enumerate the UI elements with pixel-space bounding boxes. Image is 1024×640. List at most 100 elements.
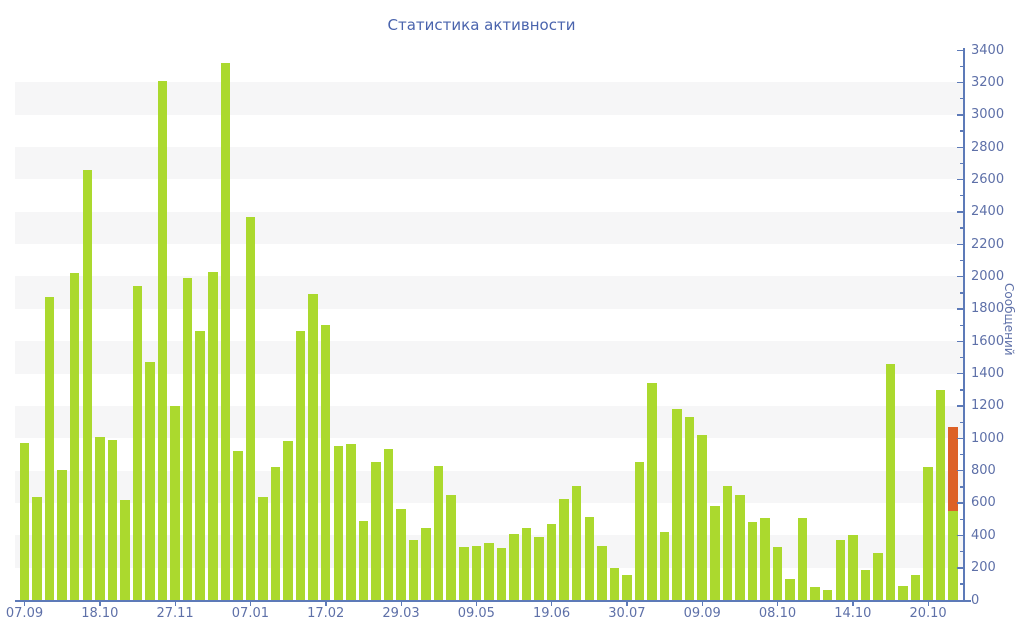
y-tick-label: 400: [971, 527, 996, 543]
grid-stripe: [15, 211, 963, 245]
bar: [32, 497, 42, 600]
y-tick-minor: [959, 292, 963, 294]
bar: [383, 448, 394, 600]
x-tick: [325, 601, 327, 606]
y-tick-major: [956, 567, 963, 569]
y-tick-minor: [959, 550, 963, 553]
x-tick: [475, 601, 478, 606]
bar: [722, 485, 733, 600]
bar: [822, 590, 833, 600]
bar: [208, 271, 218, 600]
bar: [358, 520, 369, 600]
bar: [885, 363, 896, 600]
bar: [145, 362, 155, 600]
bar: [346, 443, 356, 600]
chart-title: Статистика активности: [387, 16, 576, 34]
bar: [546, 523, 557, 600]
bar: [471, 545, 482, 600]
bar: [182, 278, 193, 600]
y-tick-major: [956, 599, 963, 601]
y-tick-label: 200: [971, 560, 996, 576]
x-tick-label: 18.10: [81, 606, 119, 621]
bar: [170, 405, 180, 600]
y-tick-minor: [959, 453, 963, 456]
bar: [459, 546, 469, 600]
y-tick-minor: [959, 324, 963, 326]
bar: [810, 587, 820, 600]
bar-segment-green: [948, 511, 958, 600]
bar: [935, 389, 946, 600]
y-tick-major: [956, 308, 963, 310]
y-tick-minor: [959, 518, 963, 520]
y-tick-label: 3200: [971, 74, 1005, 90]
bar: [584, 516, 594, 600]
y-tick-major: [956, 275, 963, 278]
x-tick: [24, 601, 26, 606]
bar: [132, 286, 143, 600]
y-tick-minor: [959, 583, 963, 585]
y-tick-major: [956, 211, 963, 213]
bar: [873, 553, 883, 600]
y-tick-label: 2000: [971, 268, 1005, 284]
y-tick-minor: [959, 130, 963, 132]
bar: [735, 494, 745, 600]
x-tick-label: 08.10: [758, 606, 797, 621]
bar: [923, 467, 933, 600]
x-tick-label: 27.11: [156, 606, 194, 621]
y-tick-minor: [959, 356, 963, 359]
y-tick-major: [956, 146, 963, 148]
bar: [634, 461, 645, 600]
bar: [647, 383, 657, 600]
bar: [433, 465, 444, 600]
bar: [910, 574, 921, 600]
y-tick-label: 1000: [971, 430, 1005, 446]
x-tick: [400, 601, 402, 606]
bar: [245, 216, 256, 600]
x-tick: [626, 601, 628, 606]
y-tick-major: [956, 405, 963, 407]
bar: [484, 543, 494, 600]
bar: [659, 532, 670, 600]
x-tick-label: 14.10: [834, 606, 872, 621]
bar: [672, 409, 682, 600]
x-tick: [777, 601, 779, 606]
y-tick-label: 2200: [971, 236, 1005, 252]
y-tick-label: 1600: [971, 333, 1005, 349]
y-tick-major: [956, 437, 963, 440]
bar: [785, 578, 795, 600]
y-tick-label: 1800: [971, 301, 1005, 317]
y-tick-major: [956, 470, 963, 472]
bar: [760, 517, 770, 600]
bar: [220, 62, 231, 600]
y-tick-minor: [959, 227, 963, 229]
x-tick: [927, 601, 929, 606]
y-tick-minor: [959, 421, 963, 423]
grid-stripe: [15, 147, 963, 180]
bar: [408, 540, 419, 600]
y-tick-minor: [959, 486, 963, 488]
bar: [747, 521, 758, 600]
y-tick-major: [956, 373, 963, 375]
bar: [258, 497, 268, 600]
bar: [609, 568, 620, 600]
x-tick-label: 09.05: [457, 606, 495, 621]
x-axis-line: [15, 600, 971, 602]
bar: [710, 506, 720, 600]
bar: [848, 535, 858, 600]
bar: [684, 417, 695, 600]
bar: [622, 574, 632, 600]
y-tick-label: 2800: [971, 139, 1005, 155]
x-tick: [99, 601, 101, 606]
x-tick-label: 07.01: [231, 606, 269, 621]
y-tick-minor: [959, 162, 963, 165]
bar: [559, 498, 569, 600]
bar: [333, 446, 343, 600]
bar: [107, 439, 118, 600]
grid-stripe: [15, 341, 963, 374]
x-tick-label: 07.09: [5, 606, 44, 621]
y-axis-title: Сообщений: [1002, 283, 1016, 356]
y-tick-label: 1400: [971, 366, 1005, 382]
x-tick: [551, 601, 553, 606]
y-tick-major: [956, 340, 963, 343]
y-tick-label: 2600: [971, 171, 1005, 187]
